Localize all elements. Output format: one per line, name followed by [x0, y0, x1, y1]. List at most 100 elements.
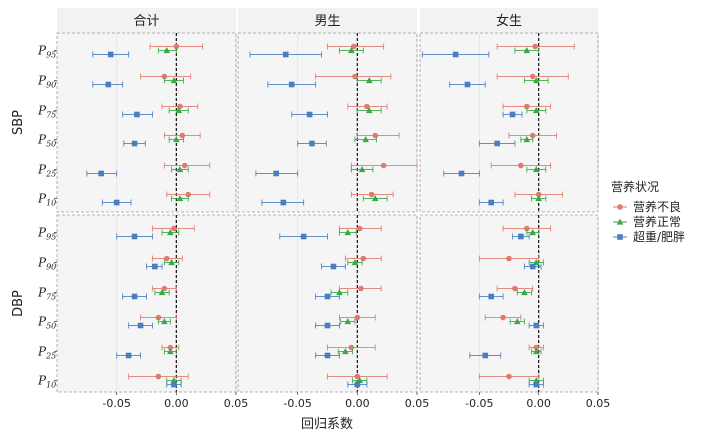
point-marker — [352, 73, 358, 80]
x-tick-label: -0.05 — [283, 397, 311, 410]
point-marker — [125, 352, 132, 359]
point-marker — [173, 43, 180, 50]
panel-border — [56, 32, 237, 213]
point-marker — [173, 136, 180, 143]
point-marker — [532, 107, 540, 114]
percentile-label: P25 — [37, 345, 56, 361]
panel-background — [238, 215, 417, 392]
point-marker — [535, 191, 542, 198]
panel-background — [238, 33, 417, 212]
point-marker — [131, 140, 138, 147]
point-marker — [324, 322, 331, 329]
point-marker — [324, 293, 331, 300]
point-marker — [351, 259, 359, 266]
point-marker — [360, 255, 367, 262]
point-marker — [134, 111, 140, 118]
point-marker — [348, 344, 355, 351]
legend-title: 营养状况 — [611, 179, 659, 194]
percentile-label: P90 — [37, 256, 56, 272]
point-marker — [167, 344, 174, 351]
panel-SBP-1 — [237, 32, 418, 213]
point-marker — [494, 140, 500, 147]
point-marker — [167, 229, 174, 236]
point-marker — [354, 381, 361, 388]
panel-DBP-1 — [237, 214, 418, 393]
point-marker — [500, 314, 506, 321]
point-marker — [163, 47, 171, 54]
panel-border — [56, 214, 237, 393]
percentile-label: P25 — [37, 163, 56, 179]
point-marker — [152, 263, 158, 270]
percentile-label: P10 — [37, 192, 56, 208]
point-marker — [113, 199, 120, 206]
x-tick-label: 0.00 — [526, 397, 551, 410]
point-marker — [364, 103, 370, 110]
point-marker — [524, 225, 530, 232]
point-marker — [280, 199, 287, 206]
point-marker — [354, 373, 361, 380]
facet-column-label: 合计 — [133, 14, 159, 29]
facet-header-strip — [420, 8, 598, 33]
point-marker — [282, 51, 289, 58]
point-marker — [161, 318, 168, 325]
point-marker — [532, 166, 540, 173]
point-marker — [288, 81, 295, 88]
point-marker — [358, 166, 366, 173]
point-marker — [167, 348, 174, 355]
x-tick-label: -0.05 — [102, 397, 130, 410]
panel-border — [237, 32, 418, 213]
point-marker — [518, 233, 524, 240]
point-marker — [171, 225, 177, 232]
point-marker — [354, 314, 361, 321]
x-tick-label: 0.05 — [405, 397, 430, 410]
point-marker — [464, 81, 471, 88]
point-marker — [533, 344, 540, 351]
point-marker — [155, 314, 162, 321]
point-marker — [514, 318, 521, 325]
point-marker — [521, 289, 528, 296]
point-marker — [170, 377, 178, 384]
panel-background — [420, 215, 598, 392]
point-marker — [168, 259, 175, 266]
point-marker — [532, 377, 540, 384]
percentile-label: P95 — [37, 226, 56, 242]
x-axis-label: 回归系数 — [301, 417, 353, 432]
point-marker — [529, 73, 536, 80]
legend-entry: 营养正常 — [633, 214, 681, 229]
point-marker — [300, 233, 307, 240]
panel-background — [420, 33, 598, 212]
point-marker — [185, 191, 192, 198]
panel-DBP-2 — [419, 214, 599, 393]
point-marker — [330, 263, 337, 270]
panel-background — [57, 33, 236, 212]
point-marker — [523, 136, 531, 143]
facet-column-label: 男生 — [314, 14, 340, 29]
point-marker — [488, 199, 494, 206]
x-tick-label: -0.05 — [465, 397, 493, 410]
percentile-label: P75 — [37, 104, 56, 120]
point-marker — [532, 259, 540, 266]
point-marker — [529, 263, 536, 270]
percentile-label: P10 — [37, 374, 56, 390]
point-marker — [368, 191, 375, 198]
point-marker — [488, 293, 494, 300]
point-marker — [179, 132, 186, 139]
percentile-label: P50 — [37, 133, 56, 149]
point-marker — [309, 140, 315, 147]
facet-header-strip — [238, 8, 417, 33]
point-marker — [131, 293, 138, 300]
point-marker — [324, 352, 331, 359]
point-marker — [365, 107, 373, 114]
x-tick-label: 0.05 — [586, 397, 611, 410]
point-marker — [523, 47, 531, 54]
point-marker — [356, 225, 363, 232]
point-marker — [380, 162, 387, 169]
point-marker — [362, 136, 369, 143]
percentile-label: P75 — [37, 286, 56, 302]
panel-DBP-0 — [56, 214, 237, 393]
percentile-label: P90 — [37, 74, 56, 90]
point-marker — [452, 51, 459, 58]
x-tick-label: 0.00 — [345, 397, 370, 410]
point-marker — [371, 195, 379, 202]
